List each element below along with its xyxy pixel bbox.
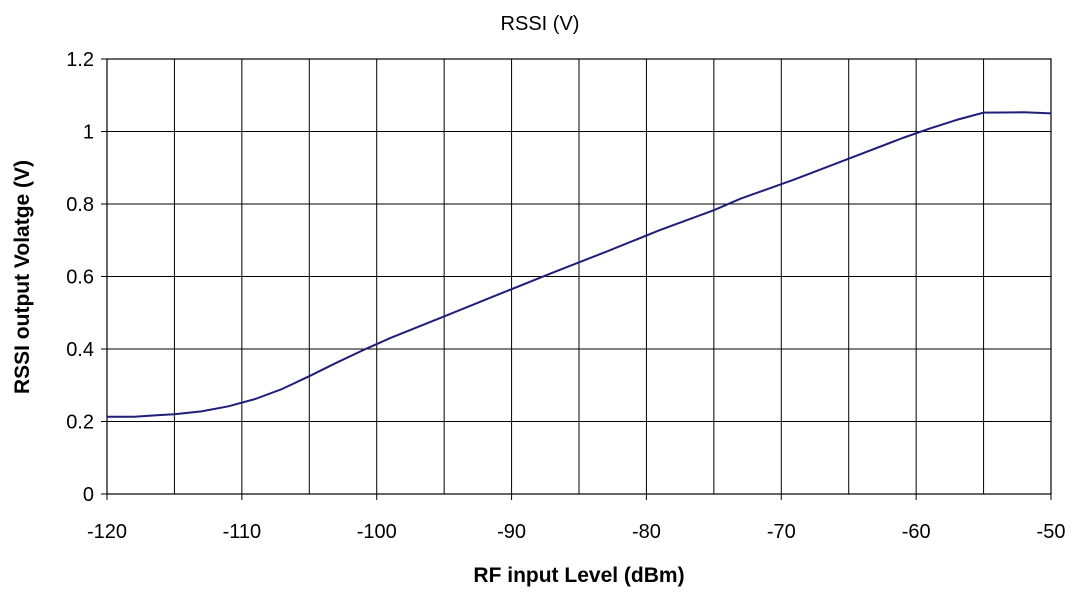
y-tick-label: 0.6 xyxy=(66,267,94,289)
y-tick-label: 0.2 xyxy=(66,412,94,434)
y-tick-label: 0.4 xyxy=(66,339,94,361)
x-tick-label: -120 xyxy=(87,521,127,543)
series-layer xyxy=(107,111,1052,418)
x-tick-label: -110 xyxy=(223,521,262,543)
x-tick-label: -100 xyxy=(357,521,397,543)
x-tick-label: -70 xyxy=(767,521,796,543)
grid-lines xyxy=(106,58,1052,495)
y-axis-ticks: 0 0.2 0.4 0.6 0.8 1 1.2 xyxy=(66,49,107,506)
series-line xyxy=(107,111,1052,418)
x-tick-label: -50 xyxy=(1037,521,1066,543)
x-tick-label: -80 xyxy=(632,521,661,543)
x-tick-label: -90 xyxy=(497,521,526,543)
x-axis-label: RF input Level (dBm) xyxy=(473,564,684,587)
chart-title: RSSI (V) xyxy=(501,13,580,35)
x-tick-label: -60 xyxy=(902,521,931,543)
y-axis-label: RSSI output Volatge (V) xyxy=(11,160,34,394)
y-tick-label: 1 xyxy=(83,122,94,144)
y-tick-label: 1.2 xyxy=(66,49,94,71)
y-tick-label: 0 xyxy=(83,484,94,506)
x-axis-ticks: -120 -110 -100 -90 -80 -70 -60 -50 xyxy=(87,494,1065,543)
y-tick-label: 0.8 xyxy=(66,194,94,216)
